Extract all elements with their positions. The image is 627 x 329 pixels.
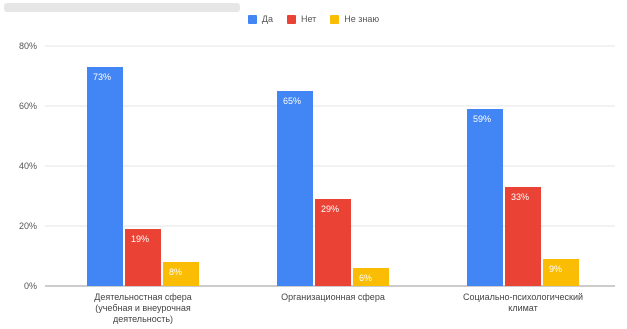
legend-item: Да — [247, 14, 273, 24]
legend-item: Не знаю — [330, 14, 379, 24]
x-tick-label: Деятельностная сфера — [94, 292, 192, 302]
y-tick-label: 20% — [19, 221, 37, 231]
data-label: 6% — [359, 273, 372, 283]
x-tick-label: Организационная сфера — [281, 292, 385, 302]
data-label: 9% — [549, 264, 562, 274]
label-layer: 73% 19% 8% Деятельностная сфера(учебная и в… — [93, 72, 583, 324]
y-tick-label: 0% — [24, 281, 37, 291]
x-tick-label: Социально-психологический — [463, 292, 583, 302]
bar — [277, 91, 313, 286]
chart-legend: Да Нет Не знаю — [0, 10, 627, 28]
bar — [125, 229, 161, 286]
bar — [163, 262, 199, 286]
bar — [543, 259, 579, 286]
data-label: 33% — [511, 192, 529, 202]
x-tick-label: климат — [508, 303, 537, 313]
y-tick-label: 80% — [19, 41, 37, 51]
legend-label: Да — [261, 14, 273, 24]
data-label: 73% — [93, 72, 111, 82]
data-label: 19% — [131, 234, 149, 244]
data-label: 29% — [321, 204, 339, 214]
bar — [505, 187, 541, 286]
bar — [467, 109, 503, 286]
chart-title-blurred — [4, 3, 240, 12]
legend-swatch — [286, 14, 296, 24]
y-tick-label: 40% — [19, 161, 37, 171]
bar — [315, 199, 351, 286]
bar — [87, 67, 123, 286]
y-tick-label: 60% — [19, 101, 37, 111]
data-label: 65% — [283, 96, 301, 106]
legend-label: Не знаю — [344, 14, 380, 24]
bar-layer — [87, 67, 579, 286]
x-tick-label: деятельность) — [113, 314, 173, 324]
legend-swatch — [247, 14, 257, 24]
x-tick-label: (учебная и внеурочная — [95, 303, 191, 313]
legend-swatch — [330, 14, 340, 24]
legend-label: Нет — [300, 14, 317, 24]
legend-item: Нет — [286, 14, 317, 24]
data-label: 59% — [473, 114, 491, 124]
data-label: 8% — [169, 267, 182, 277]
bar — [353, 268, 389, 286]
